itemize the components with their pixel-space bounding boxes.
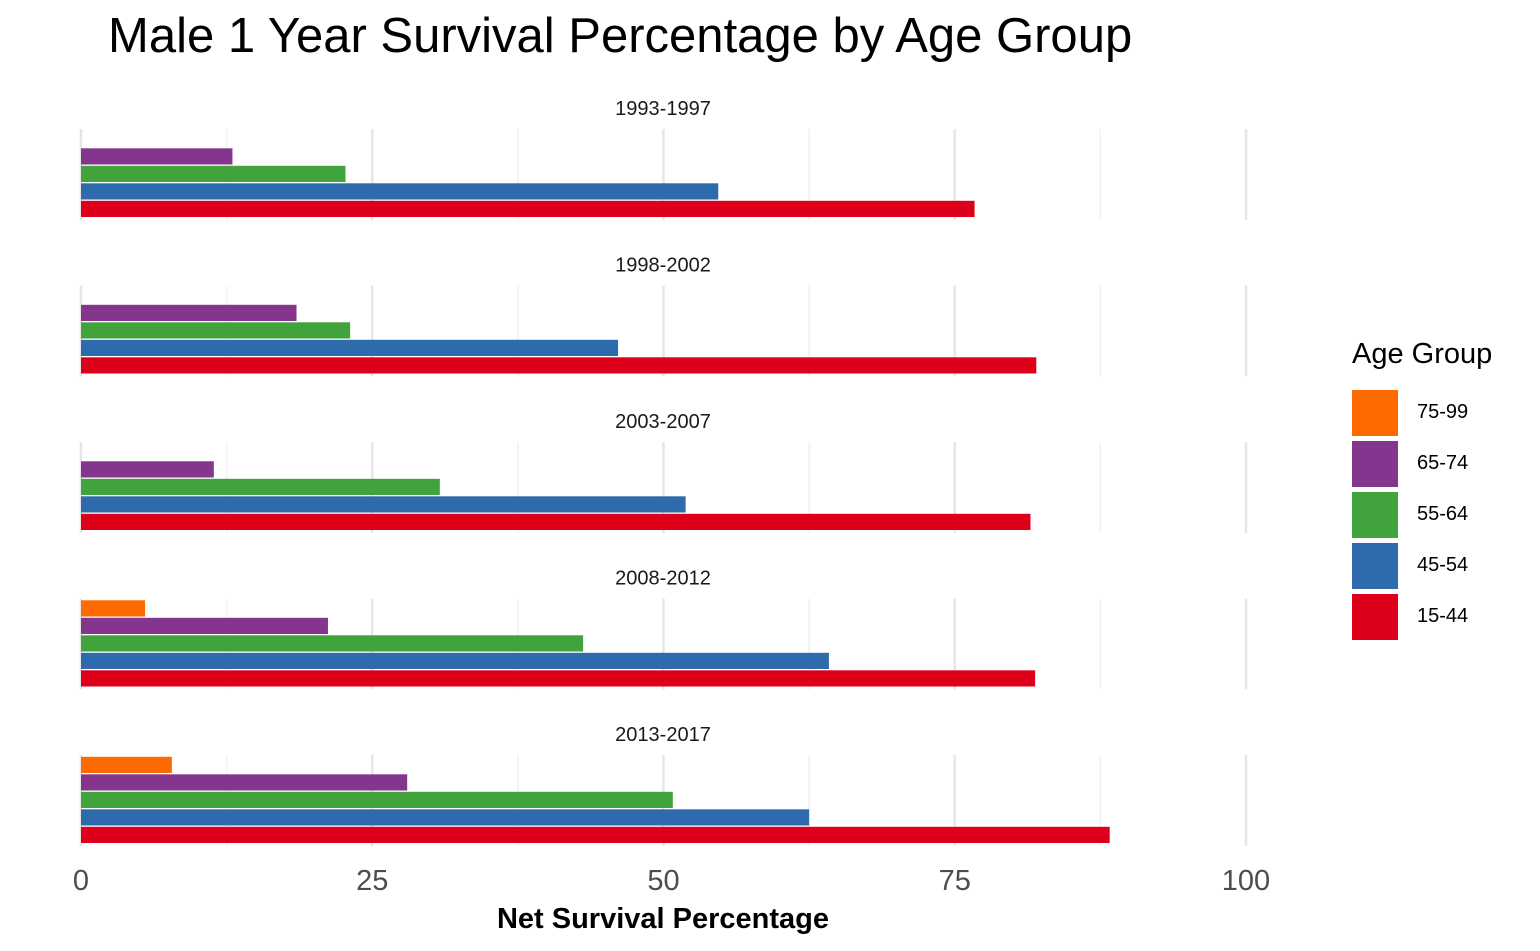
- legend-item-45-54: 45-54: [1352, 540, 1492, 591]
- facet-strip-label: 1993-1997: [615, 98, 711, 120]
- legend-label: 55-64: [1417, 503, 1469, 525]
- facet-strip-label: 2013-2017: [615, 724, 711, 746]
- legend-swatch-65-74: [1352, 440, 1398, 487]
- legend-swatch-15-44: [1352, 593, 1398, 640]
- bar-55-64: [81, 478, 440, 495]
- chart-title: Male 1 Year Survival Percentage by Age G…: [108, 9, 1133, 63]
- legend-item-65-74: 65-74: [1352, 438, 1492, 489]
- bar-45-54: [81, 496, 686, 513]
- bar-45-54: [81, 809, 810, 826]
- legend-label: 15-44: [1417, 605, 1469, 627]
- x-tick-label: 50: [647, 865, 679, 897]
- bar-15-44: [81, 357, 1037, 374]
- x-tick-label: 75: [939, 865, 971, 897]
- x-axis-label: Net Survival Percentage: [497, 903, 829, 935]
- bar-15-44: [81, 200, 975, 217]
- legend-swatch-55-64: [1352, 491, 1398, 538]
- bar-55-64: [81, 322, 351, 339]
- bar-65-74: [81, 461, 214, 478]
- legend-item-55-64: 55-64: [1352, 489, 1492, 540]
- legend-label: 75-99: [1417, 401, 1469, 423]
- bar-45-54: [81, 652, 829, 669]
- legend-title: Age Group: [1352, 338, 1493, 370]
- x-tick-label: 100: [1222, 865, 1270, 897]
- bar-55-64: [81, 635, 584, 652]
- facet-strip-label: 2003-2007: [615, 411, 711, 433]
- bar-65-74: [81, 148, 233, 165]
- x-tick-label: 0: [73, 865, 89, 897]
- legend-swatch-45-54: [1352, 542, 1398, 589]
- facet-strip-label: 2008-2012: [615, 568, 711, 590]
- bar-75-99: [81, 600, 146, 617]
- bar-45-54: [81, 339, 619, 356]
- bar-55-64: [81, 791, 673, 808]
- bar-65-74: [81, 774, 408, 791]
- bar-55-64: [81, 165, 346, 182]
- legend: Age Group 75-99 65-74 55-64 45-54 15-44: [1352, 338, 1492, 642]
- legend-swatch-75-99: [1352, 389, 1398, 436]
- bar-75-99: [81, 756, 172, 773]
- bar-15-44: [81, 513, 1031, 530]
- bar-65-74: [81, 304, 297, 321]
- bar-65-74: [81, 617, 328, 634]
- legend-item-15-44: 15-44: [1352, 591, 1492, 642]
- legend-item-75-99: 75-99: [1352, 387, 1492, 438]
- facet-strip-label: 1998-2002: [615, 255, 711, 277]
- legend-label: 45-54: [1417, 554, 1469, 576]
- bar-15-44: [81, 670, 1036, 687]
- legend-label: 65-74: [1417, 452, 1469, 474]
- bar-15-44: [81, 826, 1110, 843]
- x-tick-label: 25: [356, 865, 388, 897]
- bar-45-54: [81, 183, 719, 200]
